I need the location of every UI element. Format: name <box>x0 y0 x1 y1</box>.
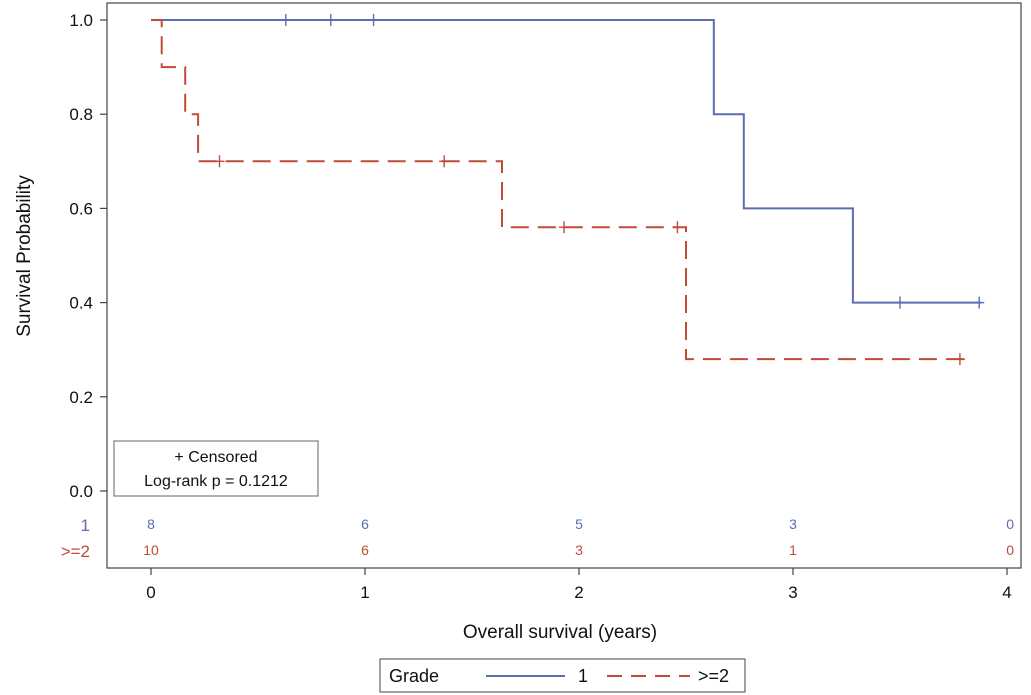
censor-mark-0-4 <box>974 296 985 309</box>
risk-value-0-4: 0 <box>1006 516 1014 532</box>
survival-curve-grade-2plus <box>151 19 965 361</box>
annotation-box-frame <box>113 440 319 497</box>
x-tick-label-4: 4 <box>1002 583 1011 602</box>
legend-label-grade-2plus: >=2 <box>698 666 729 686</box>
legend-title: Grade <box>389 666 439 686</box>
x-tick-label-3: 3 <box>788 583 797 602</box>
risk-value-1-4: 0 <box>1006 542 1014 558</box>
y-tick-label-2: 0.4 <box>69 294 93 313</box>
legend-label-grade-1: 1 <box>578 666 588 686</box>
risk-value-1-1: 6 <box>361 542 369 558</box>
y-tick-label-4: 0.8 <box>69 105 93 124</box>
risk-value-0-1: 6 <box>361 516 369 532</box>
y-tick-label-1: 0.2 <box>69 388 93 407</box>
y-tick-label-0: 0.0 <box>69 482 93 501</box>
y-tick-label-3: 0.6 <box>69 199 93 218</box>
survival-curves <box>151 19 982 361</box>
censor-mark-0-1 <box>325 14 336 26</box>
x-axis: 0 1 2 3 4 <box>146 568 1012 602</box>
risk-table: 1 8 6 5 3 0>=2 10 6 3 1 0 <box>61 516 1015 561</box>
risk-value-0-2: 5 <box>575 516 583 532</box>
censor-mark-1-2 <box>559 221 570 234</box>
x-tick-label-2: 2 <box>574 583 583 602</box>
y-axis: 0.0 0.2 0.4 0.6 0.8 1.0 <box>69 11 107 501</box>
risk-row-label-0: 1 <box>81 516 90 535</box>
censored-note: + Censored <box>174 449 257 466</box>
y-axis-label: Survival Probability <box>14 175 35 337</box>
risk-value-0-3: 3 <box>789 516 797 532</box>
plot-frame <box>106 2 1022 569</box>
censor-marks <box>214 14 985 366</box>
censor-mark-1-3 <box>672 221 683 234</box>
legend: Grade 1 >=2 <box>379 658 746 693</box>
risk-value-1-3: 1 <box>789 542 797 558</box>
risk-value-1-2: 3 <box>575 542 583 558</box>
x-axis-label: Overall survival (years) <box>463 622 657 643</box>
annotation-box: + Censored Log-rank p = 0.1212 <box>113 440 319 497</box>
y-tick-label-5: 1.0 <box>69 11 93 30</box>
censor-mark-1-4 <box>954 353 965 366</box>
x-tick-label-1: 1 <box>360 583 369 602</box>
risk-value-1-0: 10 <box>143 542 159 558</box>
survival-curve-grade-1 <box>161 19 982 304</box>
risk-row-label-1: >=2 <box>61 542 90 561</box>
censor-mark-0-2 <box>368 14 379 26</box>
risk-value-0-0: 8 <box>147 516 155 532</box>
logrank-p-value: Log-rank p = 0.1212 <box>144 473 288 490</box>
censor-mark-0-3 <box>895 296 905 309</box>
censor-mark-1-0 <box>214 155 225 168</box>
x-tick-label-0: 0 <box>146 583 155 602</box>
censor-mark-1-1 <box>439 155 450 168</box>
censor-mark-0-0 <box>280 14 291 26</box>
